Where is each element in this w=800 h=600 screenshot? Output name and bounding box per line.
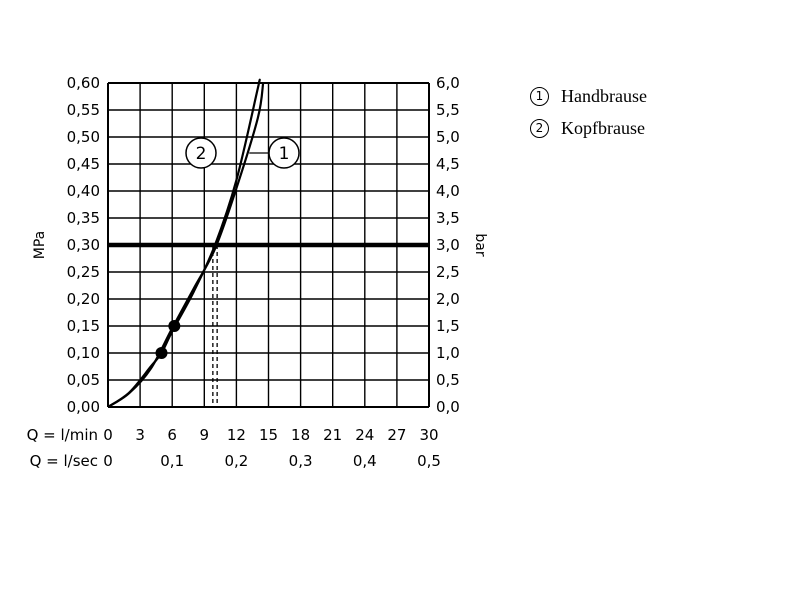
- callout-label-1: 1: [279, 144, 290, 164]
- x-tick-label-lmin: 18: [291, 426, 310, 444]
- left-tick-label: 0,10: [67, 344, 100, 362]
- x-tick-label-lmin: 3: [135, 426, 145, 444]
- callout-circle-2: [185, 137, 217, 169]
- x-tick-label-lmin: 27: [387, 426, 406, 444]
- left-tick-label: 0,25: [67, 263, 100, 281]
- x-tick-label-lmin: 0: [103, 426, 113, 444]
- x-tick-label-lsec: 0,5: [417, 452, 441, 470]
- left-tick-label: 0,55: [67, 101, 100, 119]
- x-tick-label-lsec: 0: [103, 452, 113, 470]
- right-tick-label: 0,0: [436, 398, 460, 416]
- x-tick-label-lsec: 0,4: [353, 452, 377, 470]
- x-tick-label-lsec: 0,1: [160, 452, 184, 470]
- left-tick-label: 0,00: [67, 398, 100, 416]
- right-tick-label: 2,0: [436, 290, 460, 308]
- left-tick-label: 0,15: [67, 317, 100, 335]
- callout-circle-1: [268, 137, 300, 169]
- right-tick-label: 3,5: [436, 209, 460, 227]
- left-tick-label: 0,35: [67, 209, 100, 227]
- legend-item-kopfbrause: 2 Kopfbrause: [530, 112, 647, 144]
- series-layer: [107, 78, 265, 408]
- x-tick-label-lsec: 0,2: [224, 452, 248, 470]
- left-tick-label: 0,05: [67, 371, 100, 389]
- legend-item-handbrause: 1 Handbrause: [530, 80, 647, 112]
- x-tick-label-lmin: 15: [259, 426, 278, 444]
- right-tick-label: 0,5: [436, 371, 460, 389]
- left-tick-label: 0,20: [67, 290, 100, 308]
- right-tick-label: 5,5: [436, 101, 460, 119]
- right-tick-label: 4,5: [436, 155, 460, 173]
- right-tick-label: 1,5: [436, 317, 460, 335]
- right-tick-label: 1,0: [436, 344, 460, 362]
- x-tick-label-lmin: 21: [323, 426, 342, 444]
- x-tick-label-lsec: 0,3: [289, 452, 313, 470]
- x-tick-label-lmin: 6: [167, 426, 177, 444]
- left-axis-title: MPa: [32, 231, 48, 259]
- legend-label-kopfbrause: Kopfbrause: [561, 117, 645, 138]
- callout-label-2: 2: [196, 144, 207, 164]
- right-tick-label: 6,0: [436, 74, 460, 92]
- legend-marker-1: 1: [530, 86, 549, 106]
- left-tick-label: 0,45: [67, 155, 100, 173]
- x-axis-title-lmin: Q = l/min: [27, 426, 98, 444]
- legend-label-handbrause: Handbrause: [561, 85, 647, 106]
- marker-point-2: [155, 347, 168, 359]
- x-tick-label-lmin: 30: [419, 426, 438, 444]
- left-tick-label: 0,30: [67, 236, 100, 254]
- left-tick-label: 0,50: [67, 128, 100, 146]
- x-axis-title-lsec: Q = l/sec: [30, 452, 98, 470]
- right-tick-label: 4,0: [436, 182, 460, 200]
- tick-labels: 0,000,050,100,150,200,250,300,350,400,45…: [67, 74, 460, 470]
- left-tick-label: 0,40: [67, 182, 100, 200]
- grid: [107, 82, 430, 408]
- legend: 1 Handbrause 2 Kopfbrause: [530, 80, 647, 144]
- series-line-2: [107, 78, 261, 408]
- x-tick-label-lmin: 24: [355, 426, 374, 444]
- right-tick-label: 2,5: [436, 263, 460, 281]
- right-tick-label: 5,0: [436, 128, 460, 146]
- x-tick-label-lmin: 9: [200, 426, 210, 444]
- right-axis-title: bar: [472, 233, 488, 256]
- legend-marker-2: 2: [530, 118, 549, 138]
- left-tick-label: 0,60: [67, 74, 100, 92]
- x-tick-label-lmin: 12: [227, 426, 246, 444]
- right-tick-label: 3,0: [436, 236, 460, 254]
